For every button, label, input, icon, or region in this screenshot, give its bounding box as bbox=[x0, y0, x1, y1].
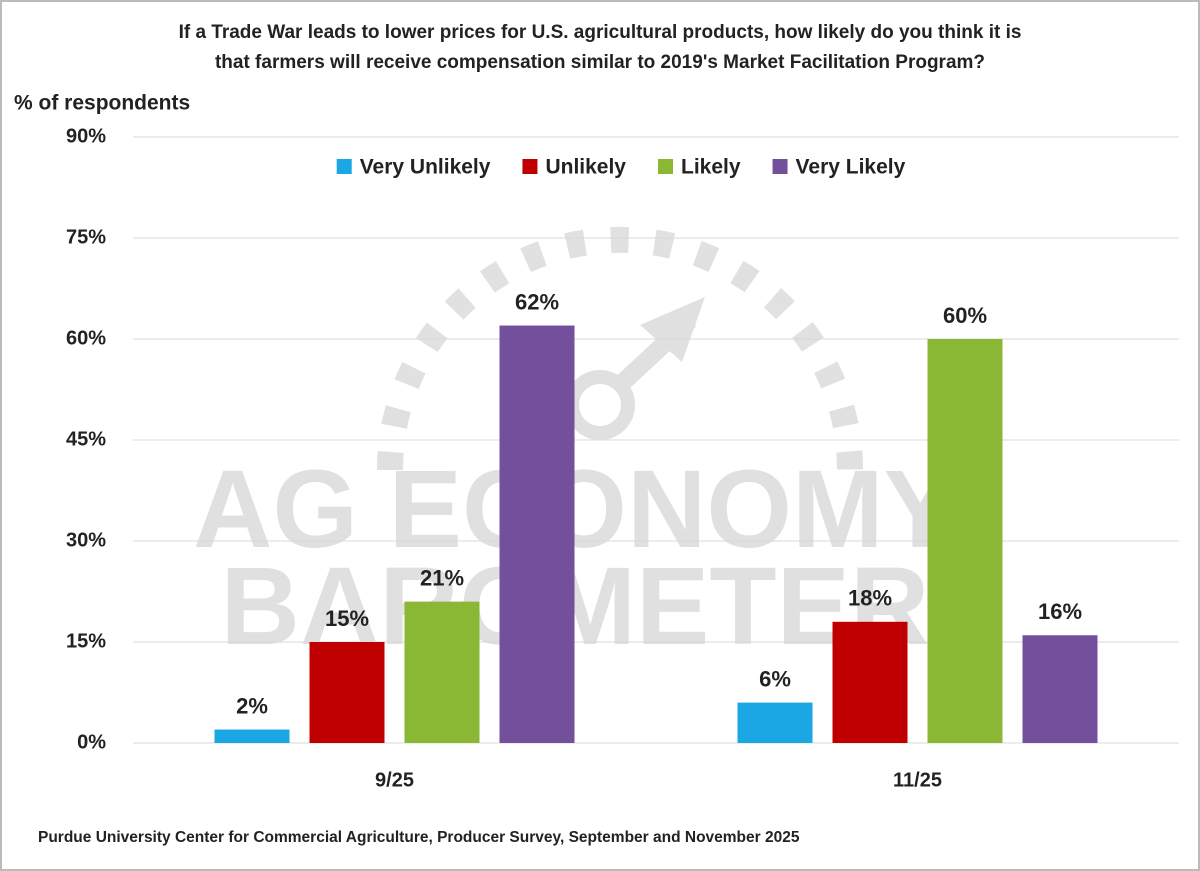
source-note: Purdue University Center for Commercial … bbox=[38, 829, 800, 846]
y-tick-label: 90% bbox=[66, 125, 106, 147]
data-label: 62% bbox=[515, 289, 559, 314]
bar bbox=[309, 642, 385, 743]
y-axis-label: % of respondents bbox=[14, 92, 190, 115]
data-label: 16% bbox=[1038, 599, 1082, 624]
data-label: 60% bbox=[943, 303, 987, 328]
data-label: 2% bbox=[236, 693, 268, 718]
data-label: 15% bbox=[325, 606, 369, 631]
watermark-gauge bbox=[377, 227, 863, 471]
chart-title: If a Trade War leads to lower prices for… bbox=[179, 22, 1022, 43]
legend-label: Likely bbox=[681, 156, 741, 179]
y-tick-label: 15% bbox=[66, 630, 106, 652]
chart-title: that farmers will receive compensation s… bbox=[215, 52, 985, 73]
legend-label: Very Unlikely bbox=[360, 156, 491, 179]
y-tick-label: 30% bbox=[66, 529, 106, 551]
y-tick-label: 75% bbox=[66, 226, 106, 248]
bar bbox=[927, 339, 1003, 743]
bar bbox=[499, 325, 575, 743]
bar bbox=[832, 621, 908, 743]
data-label: 21% bbox=[420, 565, 464, 590]
watermark-needle bbox=[613, 313, 697, 392]
bar bbox=[404, 601, 480, 743]
data-label: 6% bbox=[759, 666, 791, 691]
bar bbox=[214, 729, 290, 743]
legend-label: Unlikely bbox=[545, 156, 626, 179]
watermark: AG ECONOMY BAROMETER bbox=[193, 227, 957, 668]
watermark-text: AG ECONOMY bbox=[193, 448, 957, 571]
legend-swatch bbox=[772, 159, 788, 174]
y-tick-label: 45% bbox=[66, 428, 106, 450]
data-label: 18% bbox=[848, 586, 892, 611]
y-tick-label: 60% bbox=[66, 327, 106, 349]
legend-label: Very Likely bbox=[796, 156, 906, 179]
legend-swatch bbox=[336, 159, 352, 174]
x-tick-label: 9/25 bbox=[375, 769, 414, 791]
bar bbox=[1022, 635, 1098, 743]
watermark-arrow bbox=[640, 297, 705, 362]
bar bbox=[737, 702, 813, 743]
legend-swatch bbox=[522, 159, 538, 174]
x-tick-label: 11/25 bbox=[893, 769, 942, 791]
legend-swatch bbox=[658, 159, 673, 174]
y-tick-label: 0% bbox=[77, 731, 106, 753]
legend: Very Unlikely Unlikely Likely Very Likely bbox=[336, 156, 906, 179]
